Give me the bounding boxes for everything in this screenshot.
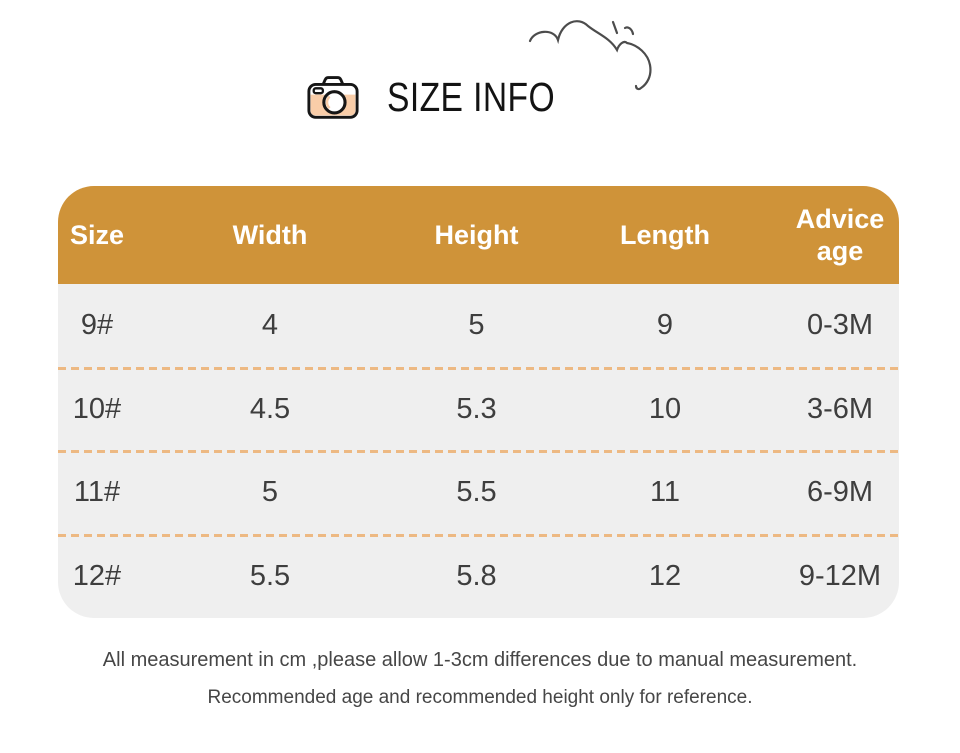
cell-advice-age: 3-6M <box>806 392 874 425</box>
cell-size: 12# <box>72 559 122 592</box>
cell-height: 5.3 <box>456 392 497 425</box>
cell-advice-age: 0-3M <box>806 309 874 342</box>
column-header-height: Height <box>434 219 519 250</box>
column-header-width: Width <box>232 219 308 250</box>
size-table: Size Width Height Length Advice age 9# 4… <box>58 186 899 618</box>
cell-length: 12 <box>648 559 682 592</box>
cell-height: 5 <box>468 309 485 342</box>
column-header-size: Size <box>69 219 125 250</box>
row-divider <box>58 450 899 453</box>
table-row: 11# 5 5.5 11 6-9M <box>58 450 899 535</box>
page-title-row: SIZE INFO <box>306 74 592 121</box>
cell-width: 4.5 <box>249 392 291 425</box>
column-header-advice-age: Advice age <box>795 203 885 266</box>
cell-length: 9 <box>656 309 674 342</box>
table-row: 10# 4.5 5.3 10 3-6M <box>58 366 899 452</box>
cell-size: 10# <box>72 392 122 425</box>
table-row: 9# 4 5 9 0-3M <box>58 284 899 368</box>
size-table-body: 9# 4 5 9 0-3M 10# 4.5 5.3 10 3-6M 11# 5 … <box>58 284 899 618</box>
cell-width: 5 <box>261 476 279 509</box>
cell-length: 10 <box>648 392 682 425</box>
cell-size: 9# <box>80 309 114 342</box>
cell-height: 5.8 <box>456 559 497 592</box>
cell-length: 11 <box>649 476 681 509</box>
cell-height: 5.5 <box>456 476 497 509</box>
cell-size: 11# <box>73 476 121 509</box>
size-table-header: Size Width Height Length Advice age <box>58 186 899 284</box>
row-divider <box>58 366 899 370</box>
measurement-note: All measurement in cm ,please allow 1-3c… <box>102 649 858 671</box>
camera-icon <box>307 76 359 119</box>
page-title: SIZE INFO <box>387 74 556 120</box>
reference-note: Recommended age and recommended height o… <box>207 687 753 708</box>
cloud-doodle-icon <box>528 20 652 91</box>
cell-width: 5.5 <box>249 559 291 592</box>
cell-advice-age: 6-9M <box>806 476 874 509</box>
cell-advice-age: 9-12M <box>798 559 882 592</box>
column-header-length: Length <box>620 219 710 250</box>
row-divider <box>58 533 899 537</box>
table-row: 12# 5.5 5.8 12 9-12M <box>58 533 899 619</box>
cell-width: 4 <box>261 309 279 342</box>
